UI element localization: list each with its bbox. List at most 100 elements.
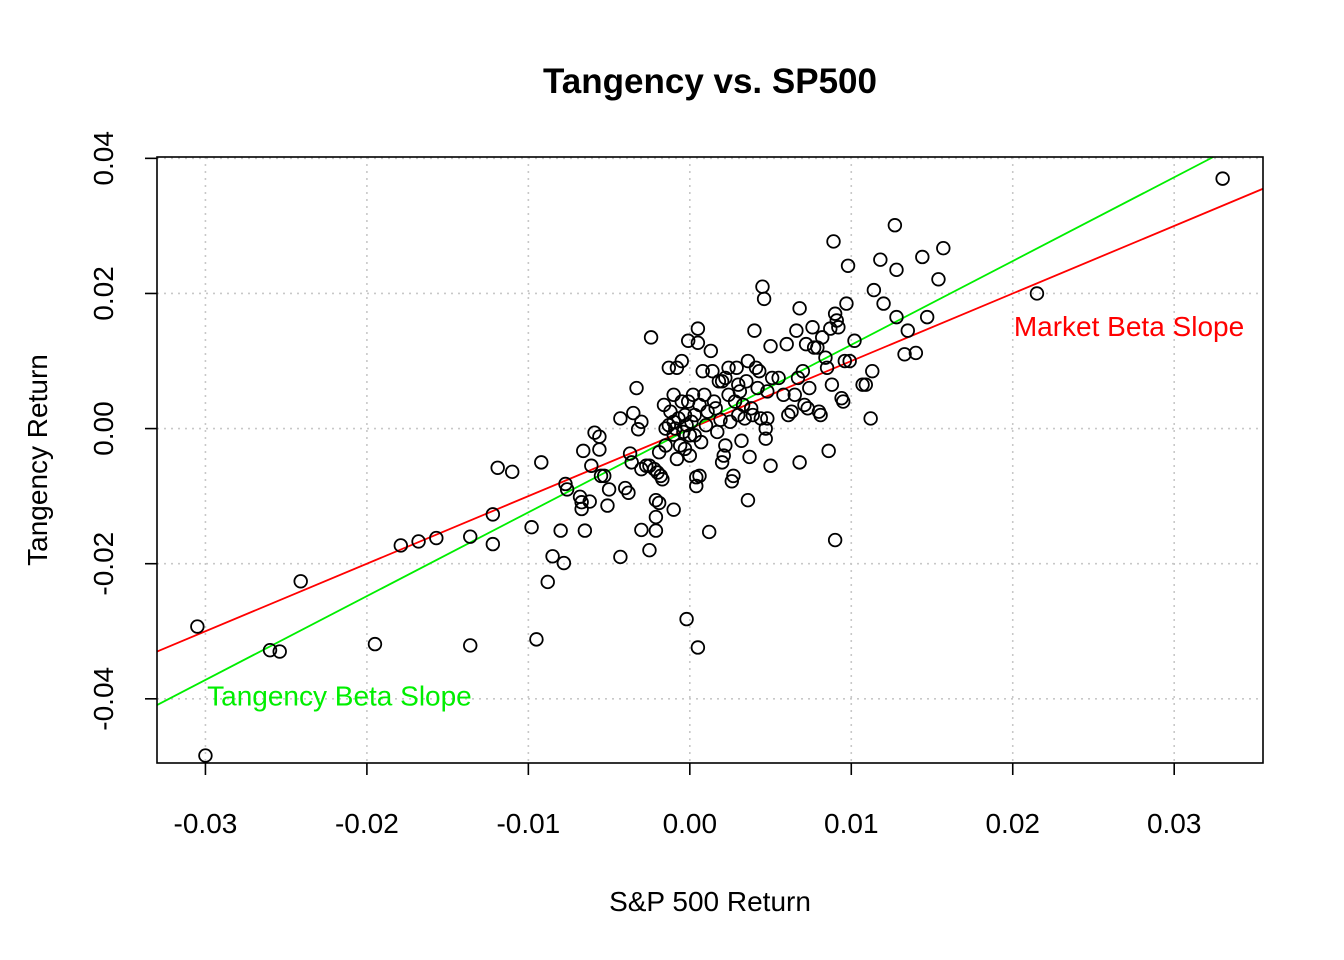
data-point <box>742 449 757 465</box>
y-axis-label: Tangency Return <box>22 354 53 566</box>
data-point <box>716 448 731 463</box>
data-point <box>821 443 836 459</box>
data-point <box>613 549 628 565</box>
data-point <box>505 464 520 480</box>
data-point <box>190 619 205 634</box>
x-tick-label: 0.01 <box>824 808 879 839</box>
data-point <box>556 555 572 571</box>
data-point <box>818 350 833 365</box>
data-point <box>490 460 505 475</box>
grid <box>157 157 1263 763</box>
data-points <box>190 171 1230 763</box>
data-point <box>735 397 751 413</box>
data-point <box>714 374 730 389</box>
data-point <box>795 363 811 379</box>
data-point <box>758 431 773 446</box>
data-point <box>559 482 575 497</box>
data-point <box>865 363 880 379</box>
data-point <box>827 532 843 548</box>
data-point <box>697 387 712 403</box>
data-point <box>819 360 835 375</box>
data-point <box>747 323 762 338</box>
data-point <box>693 434 709 450</box>
data-point <box>745 407 760 423</box>
data-point <box>710 424 725 440</box>
data-point <box>748 360 764 375</box>
data-point <box>634 522 649 538</box>
data-point <box>692 468 707 484</box>
data-point <box>682 448 698 463</box>
data-point <box>524 520 539 535</box>
data-point <box>669 451 685 467</box>
data-point <box>642 542 657 558</box>
data-point <box>863 411 878 426</box>
data-point <box>889 262 904 278</box>
data-point <box>813 407 828 423</box>
y-tick-label: 0.02 <box>88 266 119 321</box>
data-point <box>629 380 644 396</box>
data-point <box>792 455 807 470</box>
data-point <box>658 438 673 453</box>
data-point <box>577 523 593 538</box>
y-tick-label: -0.04 <box>88 667 119 731</box>
data-point <box>553 523 568 538</box>
data-point <box>681 333 696 348</box>
data-point <box>739 374 754 389</box>
data-point <box>789 323 804 338</box>
data-point <box>826 234 841 249</box>
axis-ticks: -0.03 -0.02 -0.01 0.00 0.01 0.02 0.03 -0.04 -0.0… <box>88 131 1201 839</box>
data-point <box>763 458 778 473</box>
data-point <box>858 377 874 392</box>
data-point <box>718 370 733 386</box>
data-point <box>685 387 701 403</box>
data-point <box>784 404 799 419</box>
data-point <box>771 370 786 386</box>
annotations: Market Beta Slope Tangency Beta Slope <box>207 311 1244 712</box>
data-point <box>690 640 706 655</box>
data-point <box>648 509 664 525</box>
data-point <box>827 306 843 321</box>
data-point <box>824 377 840 392</box>
data-point <box>463 529 478 544</box>
data-point <box>876 296 891 311</box>
data-point <box>763 338 778 354</box>
data-point <box>626 405 641 421</box>
data-point <box>760 384 775 399</box>
data-point <box>714 455 730 470</box>
data-point <box>666 502 681 517</box>
data-point <box>750 380 765 396</box>
data-point <box>674 394 689 409</box>
data-point <box>540 574 555 590</box>
data-point <box>701 524 717 540</box>
data-point <box>931 272 946 287</box>
data-point <box>815 330 830 345</box>
y-tick-label: 0.00 <box>88 401 119 456</box>
data-point <box>887 218 903 233</box>
data-point <box>731 377 746 392</box>
data-point <box>648 523 664 538</box>
data-point <box>779 336 794 352</box>
data-point <box>919 309 935 325</box>
data-point <box>705 363 720 379</box>
data-point <box>776 387 791 403</box>
data-point <box>429 530 444 546</box>
data-point <box>732 384 748 399</box>
data-point <box>936 241 951 256</box>
tangency-beta-slope-annotation: Tangency Beta Slope <box>207 681 472 712</box>
data-point <box>700 404 715 419</box>
data-point <box>621 485 636 500</box>
data-point <box>529 632 544 647</box>
data-point <box>897 347 912 362</box>
x-tick-label: 0.03 <box>1147 808 1202 839</box>
data-point <box>758 421 773 436</box>
data-point <box>622 446 638 461</box>
data-point <box>485 507 501 522</box>
data-point <box>485 536 501 552</box>
data-point <box>866 282 882 298</box>
data-point <box>797 397 812 413</box>
data-point <box>764 370 780 386</box>
data-point <box>624 455 639 470</box>
data-point <box>900 323 915 338</box>
data-point <box>915 249 930 265</box>
